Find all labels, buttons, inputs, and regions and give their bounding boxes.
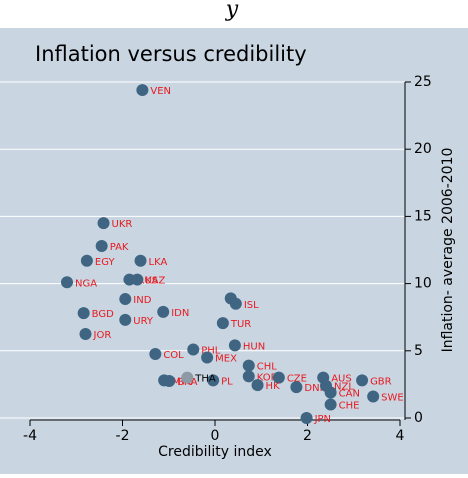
point xyxy=(229,297,242,310)
point-label: KAZ xyxy=(145,276,165,287)
chart-background xyxy=(0,28,468,474)
y-tick-label: 10 xyxy=(414,276,432,292)
point xyxy=(356,374,369,387)
point-label: RUS xyxy=(137,276,158,287)
point-label: JPN xyxy=(314,414,331,425)
point xyxy=(80,254,93,267)
point xyxy=(216,317,229,330)
y-tick-label: 15 xyxy=(414,208,432,224)
point-label: ISL xyxy=(244,300,259,311)
point-label: BGD xyxy=(92,309,114,320)
point-label: EGY xyxy=(95,257,116,268)
y-tick-label: 25 xyxy=(414,74,432,90)
point-label: PHL xyxy=(201,345,221,356)
x-tick-label: -2 xyxy=(116,428,130,444)
point xyxy=(79,328,92,340)
point xyxy=(163,375,176,388)
cropped-text: y xyxy=(225,0,239,22)
point xyxy=(251,379,264,392)
point xyxy=(181,371,194,384)
point-label: NGA xyxy=(75,278,97,289)
point-label: JOR xyxy=(93,330,112,341)
point-label: UKR xyxy=(112,219,133,230)
point xyxy=(95,239,108,252)
y-tick-label: 20 xyxy=(414,141,432,157)
x-tick-label: 4 xyxy=(396,428,405,444)
point xyxy=(136,84,149,97)
point-label: CZE xyxy=(287,374,307,385)
point xyxy=(272,371,285,384)
x-tick-label: 0 xyxy=(211,428,220,444)
point-label: AUS xyxy=(331,374,352,385)
x-axis-label: Credibility index xyxy=(158,444,272,460)
point-label: DNK xyxy=(304,383,326,394)
y-tick-label: 0 xyxy=(414,410,423,426)
point-label: KOR xyxy=(257,372,278,383)
chart-title: Inflation versus credibility xyxy=(35,42,307,66)
point xyxy=(290,381,303,394)
point-label: MEX xyxy=(215,354,237,365)
point-label: URY xyxy=(133,316,154,327)
point-label: NZL xyxy=(334,382,354,393)
point-label: SWE xyxy=(381,392,404,403)
point xyxy=(149,348,162,361)
y-tick-label: 5 xyxy=(414,343,423,359)
point xyxy=(228,339,241,352)
point-label: TUR xyxy=(230,319,251,330)
point-label: THA xyxy=(194,374,216,385)
point-label: HK xyxy=(266,381,281,392)
point-label: CHE xyxy=(339,401,360,412)
point xyxy=(134,254,147,267)
point xyxy=(97,217,110,230)
point xyxy=(61,276,73,289)
point xyxy=(324,386,337,399)
point xyxy=(242,370,255,383)
point xyxy=(119,293,132,306)
point xyxy=(367,390,380,403)
point-label: PL xyxy=(221,376,233,387)
point xyxy=(324,398,337,411)
point xyxy=(119,313,132,326)
point xyxy=(131,273,144,286)
point-label: IDN xyxy=(171,308,189,319)
x-tick-label: -4 xyxy=(23,428,37,444)
point xyxy=(187,343,200,356)
point-label: HUN xyxy=(243,341,265,352)
point-label: CAN xyxy=(339,388,360,399)
point-label: MYS xyxy=(172,376,193,387)
point xyxy=(157,305,170,318)
point xyxy=(207,374,220,387)
x-tick-label: 2 xyxy=(303,428,312,444)
point xyxy=(300,412,313,424)
point xyxy=(77,307,90,320)
point-label: GBR xyxy=(370,376,392,387)
point-label: VEN xyxy=(150,86,171,97)
point-label: IND xyxy=(133,295,151,306)
point-label: CHL xyxy=(257,362,278,373)
point-label: PAK xyxy=(110,242,129,253)
point xyxy=(201,351,214,364)
point-label: COL xyxy=(163,350,184,361)
point-label: LKA xyxy=(149,257,168,268)
y-axis-label: Inflation- average 2006-2010 xyxy=(440,148,456,353)
point xyxy=(242,359,255,372)
